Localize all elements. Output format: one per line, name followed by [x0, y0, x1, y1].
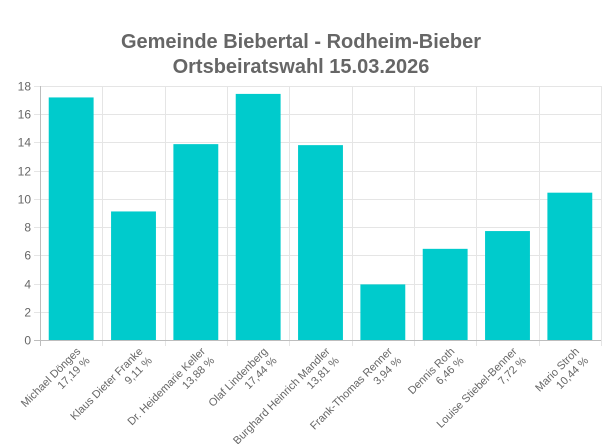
- y-tick-label-18: 18: [18, 80, 32, 94]
- y-tick-label-12: 12: [18, 165, 32, 179]
- bar-2: [111, 211, 156, 340]
- y-tick-label-2: 2: [24, 306, 31, 320]
- y-axis-ticks: 0 2 4 6 8 10 12 14 16 18: [18, 80, 32, 348]
- bar-1: [48, 97, 94, 341]
- y-tick-label-4: 4: [24, 278, 31, 292]
- bars: [48, 93, 593, 341]
- bar-4: [235, 93, 281, 341]
- axes: [34, 86, 601, 346]
- bar-6: [360, 284, 406, 340]
- y-tick-label-0: 0: [24, 334, 31, 348]
- bar-9: [547, 192, 593, 340]
- chart-title-line-2: Ortsbeiratswahl 15.03.2026: [173, 56, 430, 78]
- y-tick-label-16: 16: [18, 108, 32, 122]
- y-tick-label-10: 10: [18, 193, 32, 207]
- bar-7: [422, 248, 468, 340]
- chart-title-line-1: Gemeinde Biebertal - Rodheim-Bieber: [121, 31, 481, 53]
- bar-5: [298, 145, 343, 340]
- y-tick-label-8: 8: [24, 221, 31, 235]
- bar-8: [485, 231, 530, 340]
- y-tick-label-6: 6: [24, 249, 31, 263]
- bar-3: [173, 144, 219, 340]
- y-tick-label-14: 14: [18, 136, 32, 150]
